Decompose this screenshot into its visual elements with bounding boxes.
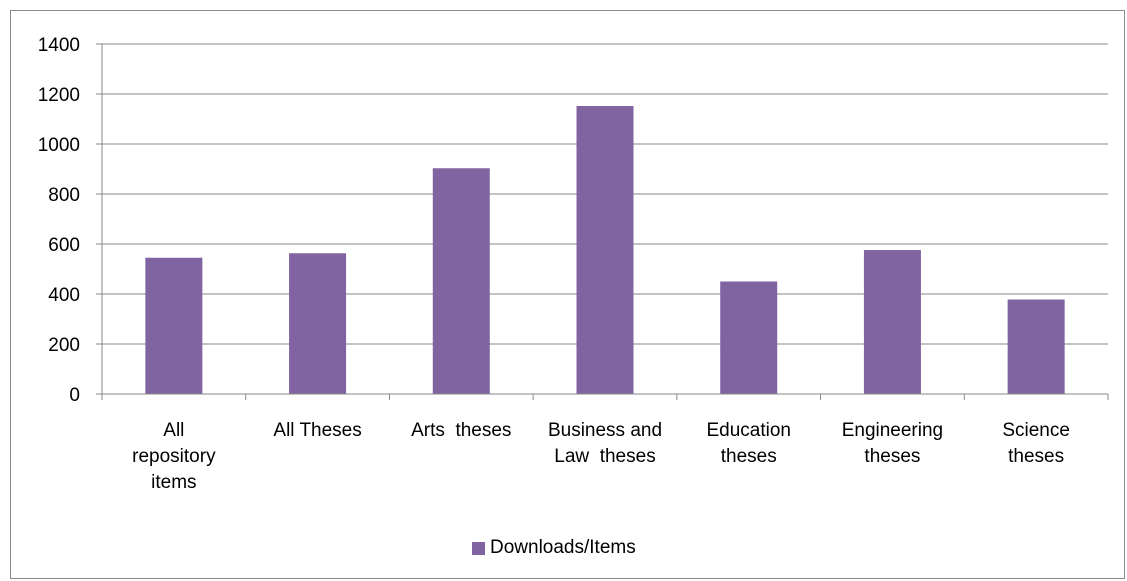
x-tick-label: All Theses [273,420,361,441]
x-tick-label: Science theses [1002,420,1070,467]
bar-5 [720,282,777,395]
legend: Downloads/Items [472,537,636,559]
y-tick-label: 800 [48,185,80,206]
y-tick-label: 600 [48,235,80,256]
bar-6 [864,250,921,394]
bars [145,106,1064,394]
y-axis-ticks: 0 200 400 600 800 1000 1200 1400 [38,35,102,406]
y-tick-label: 1200 [38,85,80,106]
legend-label: Downloads/Items [490,537,636,559]
y-tick-label: 1000 [38,135,80,156]
legend-swatch [472,542,485,555]
x-axis-labels: All repository items All Theses Arts theses B… [132,420,1070,493]
bar-7 [1008,300,1065,395]
x-tick-label: Education theses [706,420,791,467]
bar-1 [145,258,202,394]
bar-4 [577,106,634,394]
x-tick-label: All repository items [132,420,216,493]
bar-3 [433,168,490,394]
y-tick-label: 1400 [38,35,80,56]
y-tick-label: 0 [69,385,80,406]
y-tick-label: 200 [48,335,80,356]
x-tick-label: Engineering theses [842,420,943,467]
x-tick-label: Arts theses [411,420,511,441]
y-tick-label: 400 [48,285,80,306]
x-tick-label: Business and Law theses [548,420,662,467]
bar-2 [289,253,346,394]
